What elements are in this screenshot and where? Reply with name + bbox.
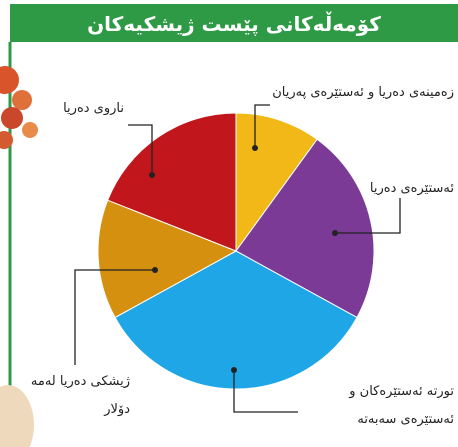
pie-slice — [114, 250, 358, 390]
slice-label: زەمینەی دەریا و ئەستێرەی پەریان — [272, 85, 454, 100]
leaders — [74, 104, 401, 413]
slice-label: ژیشکی دەریا لەمە دۆلار — [30, 374, 130, 417]
pie-slice — [97, 199, 238, 319]
pie — [97, 112, 375, 390]
slice-label: ئەستێرەی دەریا — [369, 181, 454, 196]
pie-slice — [235, 138, 375, 319]
decoration — [0, 66, 38, 447]
title-bar — [10, 4, 458, 42]
pie-slice — [107, 112, 237, 252]
chart-title: کۆمەڵەکانی پێست ژیشکیەکان — [87, 12, 381, 36]
leader-dots — [149, 145, 338, 373]
slice-label: ناروی دەریا — [63, 101, 124, 116]
slice-label: تورتە ئەستێرەکان و ئەستێرەی سەبەتە — [349, 384, 454, 427]
